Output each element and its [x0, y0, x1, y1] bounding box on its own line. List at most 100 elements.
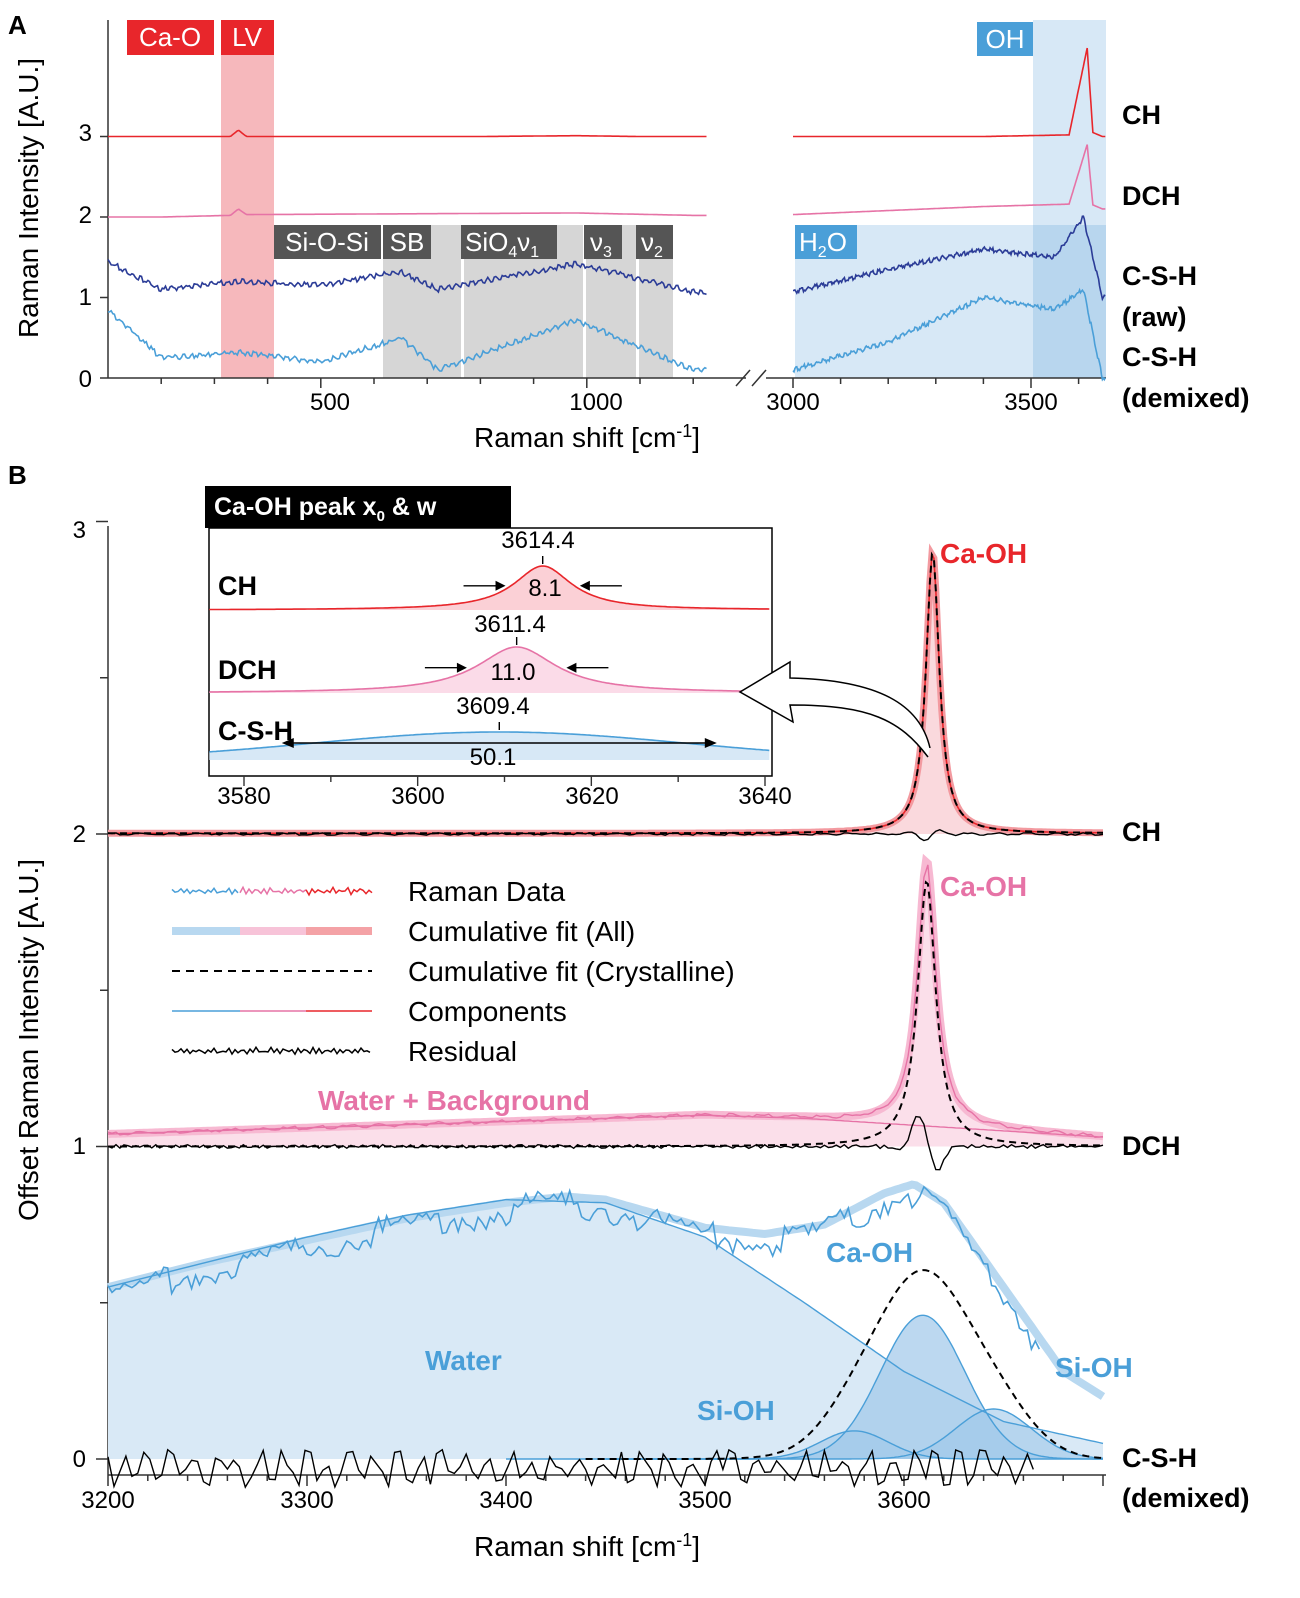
- csh-sioh-left-fill: [705, 1430, 1064, 1459]
- dch-crystalline-fit: [108, 880, 1103, 1148]
- inset-w-dch: 11.0: [491, 659, 536, 686]
- xlabel-text: Raman shift [cm: [474, 422, 676, 453]
- panel-b-row-labels: CH DCH C-S-H (demixed): [1122, 817, 1250, 1513]
- panel-a-bands: [221, 20, 1106, 378]
- spectrum-dch-low: [108, 208, 707, 218]
- dch-fill: [108, 861, 1103, 1147]
- legend-raman-data: Raman Data: [408, 876, 566, 907]
- ch-residual: [107, 828, 1104, 842]
- inset-x0-dch: 3611.4: [474, 611, 546, 638]
- spectrum-ch-high: [793, 47, 1106, 138]
- lv-tag-text: LV: [232, 22, 263, 52]
- h2o-tag-text: H2O: [799, 227, 847, 261]
- water-background-label: Water + Background: [318, 1085, 590, 1116]
- row-label-dch: DCH: [1122, 1131, 1181, 1161]
- caoh-ch-label: Ca-OH: [940, 538, 1027, 569]
- panel-a-ticks: [100, 135, 1080, 388]
- inset-arrowhead: [579, 580, 590, 591]
- x-tick-label: 1000: [569, 389, 622, 416]
- inset-x-tick-label: 3600: [391, 783, 444, 810]
- spectrum-csh-demixed-low: [107, 309, 707, 373]
- inset-x-tick-label: 3620: [565, 783, 618, 810]
- legend-cumulative-all: Cumulative fit (All): [408, 916, 635, 947]
- band-divider: [636, 225, 639, 378]
- csh-water-fill: [108, 1199, 1103, 1459]
- inset-curves: [209, 556, 770, 786]
- panel-a-xlabel: Raman shift [cm-1]: [474, 421, 700, 453]
- panel-a-row-labels: CH DCH C-S-H (raw) C-S-H (demixed): [1122, 100, 1250, 413]
- inset-row-label-ch: CH: [218, 571, 257, 601]
- x-tick-label: 3500: [678, 1487, 731, 1514]
- spectrum-csh-raw-high: [793, 215, 1106, 302]
- spectrum-csh-raw-low: [107, 259, 707, 296]
- xlabel-sup: -1: [676, 1530, 692, 1550]
- sb-tag-text: SB: [390, 227, 425, 257]
- inset-row-label-csh: C-S-H: [218, 716, 293, 746]
- sioh-right-label: Si-OH: [1055, 1352, 1133, 1383]
- csh-sioh-right-fill: [824, 1409, 1103, 1459]
- oh-tag: [977, 22, 1033, 56]
- csh-residual: [107, 1447, 1034, 1489]
- inset: Ca-OH peak x0 & w CH DCH C-S-H 3614.4 8.…: [205, 486, 792, 810]
- ca-o-tag-text: Ca-O: [139, 22, 201, 52]
- x-tick-label: 500: [310, 389, 350, 416]
- x-tick-label: 3500: [1004, 389, 1057, 416]
- sio4-text: SiO: [465, 227, 508, 257]
- y-tick-label: 0: [73, 1446, 86, 1473]
- inset-x-tick-label: 3640: [738, 783, 791, 810]
- row-label-raw: (raw): [1122, 302, 1187, 332]
- panel-b-xlabel: Raman shift [cm-1]: [474, 1530, 700, 1562]
- inset-w-ch: 8.1: [528, 575, 561, 602]
- row-label-csh: C-S-H: [1122, 1443, 1197, 1473]
- nu3-tag-text: ν3: [590, 227, 612, 261]
- caoh-csh-label: Ca-OH: [826, 1237, 913, 1268]
- ca-o-tag: [127, 20, 214, 55]
- panel-b-fills: [108, 554, 1103, 1459]
- inset-callout-arrow: [738, 660, 931, 758]
- sio4-tag-text: SiO4ν1: [465, 227, 539, 261]
- inset-w-csh: 50.1: [470, 744, 517, 771]
- y-tick-label: 0: [79, 366, 92, 393]
- row-label-dch: DCH: [1122, 181, 1181, 211]
- ch-crystalline-fit: [108, 551, 1103, 835]
- nu2-tag-text: ν2: [641, 227, 663, 261]
- nu3-sub: 3: [603, 244, 612, 261]
- row-label-csh: C-S-H: [1122, 261, 1197, 291]
- inset-x0-csh: 3609.4: [456, 693, 529, 720]
- dch-data: [107, 864, 1104, 1139]
- axis-break: [751, 369, 767, 387]
- csh-caoh-fill: [744, 1315, 1103, 1459]
- lv-band: [221, 55, 274, 378]
- sioh-left-label: Si-OH: [697, 1395, 775, 1426]
- legend-residual: Residual: [408, 1036, 517, 1067]
- x-tick-label: 3300: [280, 1487, 333, 1514]
- nu2-tag: [636, 225, 673, 259]
- inset-arrowhead: [704, 738, 717, 748]
- xlabel-sup: -1: [676, 421, 692, 441]
- inset-curve-ch: [209, 565, 770, 611]
- axis-break: [735, 369, 751, 387]
- panel-a-tick-labels: 0 1 2 3 500 1000 3000 3500: [79, 120, 1058, 416]
- legend-raman-data-swatch-csh: [171, 886, 239, 896]
- panel-b-lines: [107, 543, 1106, 1489]
- sio4-tag: [461, 225, 557, 259]
- y-tick-label: 1: [79, 284, 92, 311]
- legend-swatches: [171, 885, 373, 1056]
- h2o-tag: [795, 225, 857, 259]
- panel-b-ylabel: Offset Raman Intensity [A.U.]: [13, 859, 44, 1221]
- panel-a-tags: Ca-O LV OH Si-O-Si SB SiO4ν1 ν3 ν2 H2O: [127, 20, 1033, 261]
- panel-a-label: A: [8, 10, 27, 40]
- panel-b-label: B: [8, 460, 27, 490]
- csh-crystalline-fit: [585, 1269, 1104, 1460]
- inset-arrowhead: [281, 738, 294, 748]
- h2o-h: H: [799, 227, 818, 257]
- inset-x-tick-label: 3580: [217, 783, 270, 810]
- band-divider: [461, 225, 464, 378]
- panel-a-spectra: [107, 47, 1107, 382]
- inset-row-label-dch: DCH: [218, 655, 277, 685]
- y-tick-label: 1: [73, 1133, 86, 1160]
- row-label-demixed: (demixed): [1122, 1483, 1250, 1513]
- inset-arrowhead: [566, 662, 577, 673]
- xlabel-end: ]: [692, 422, 700, 453]
- spectrum-csh-demixed-high: [792, 287, 1107, 382]
